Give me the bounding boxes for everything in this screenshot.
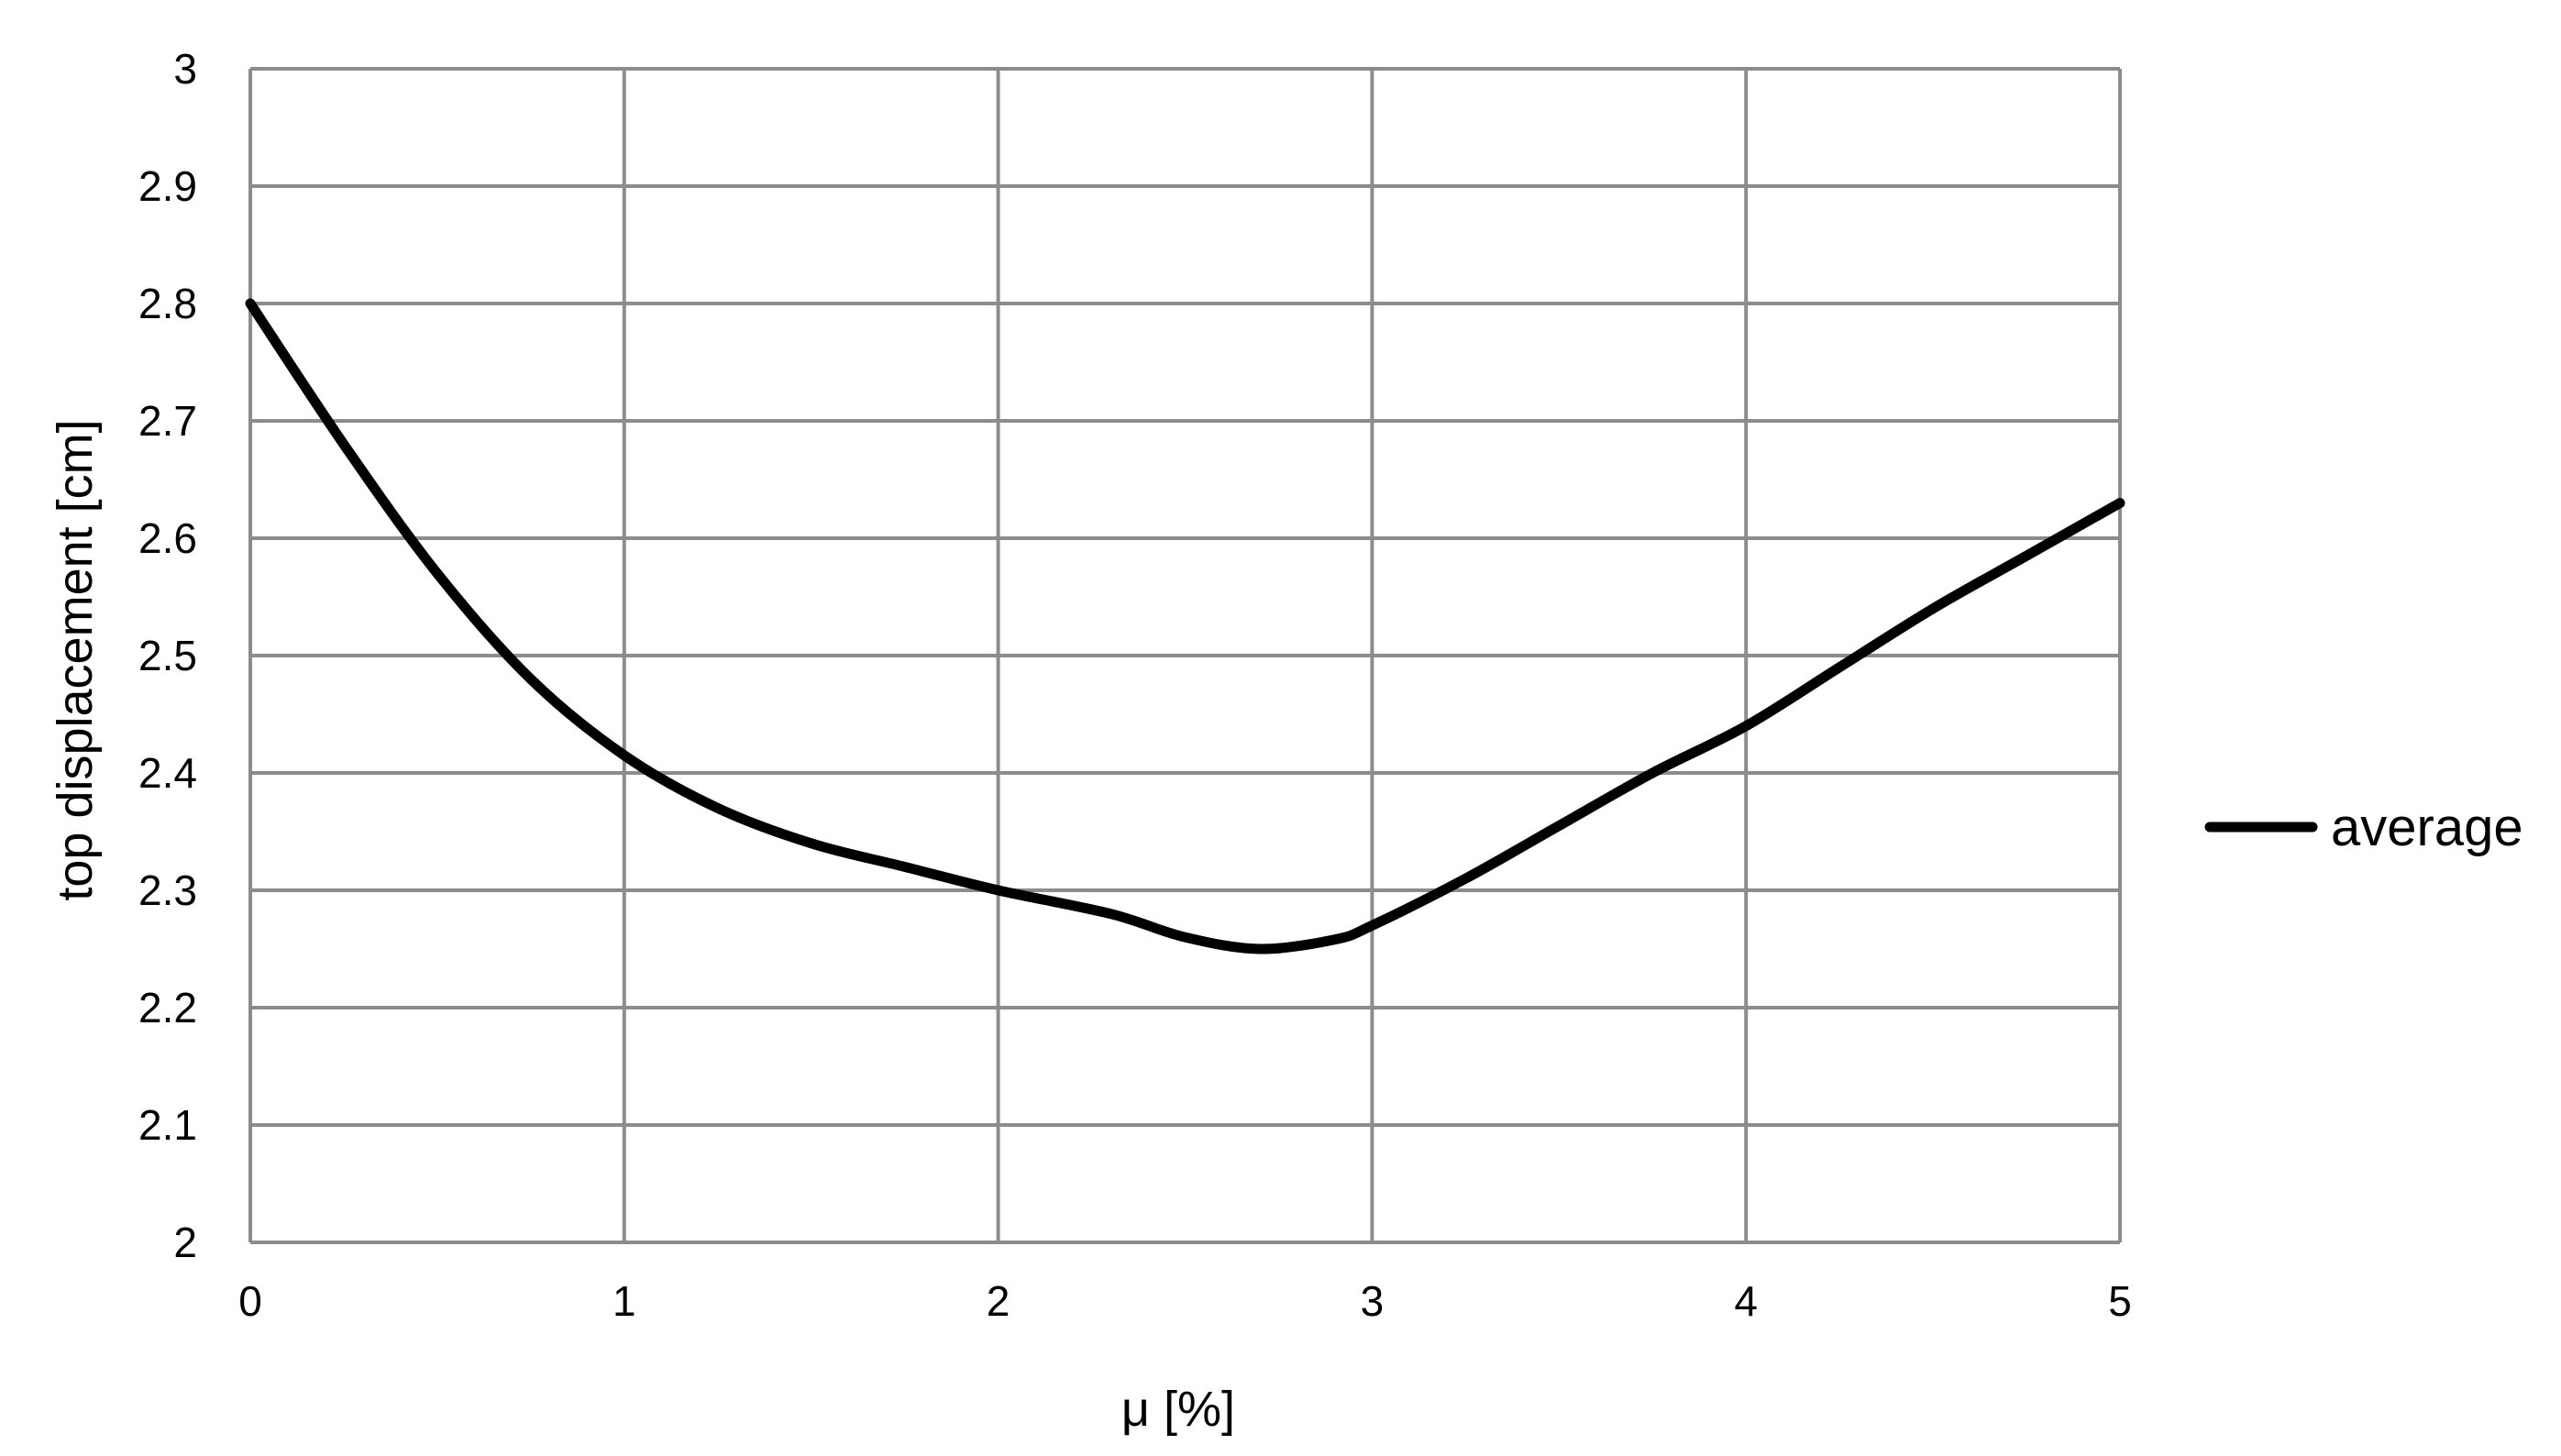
y-tick-label: 2.5 [138, 632, 197, 679]
y-tick-label: 2.7 [138, 397, 197, 445]
legend-label-average: average [2331, 798, 2523, 857]
horizontal-gridlines [250, 67, 2120, 1244]
y-tick-label: 2.9 [138, 162, 197, 210]
x-tick-label: 4 [1734, 1277, 1758, 1325]
x-axis-title: μ [%] [1121, 1382, 1235, 1437]
y-tick-label: 2.1 [138, 1101, 197, 1149]
x-tick-label: 1 [613, 1277, 636, 1325]
x-tick-label: 0 [238, 1277, 262, 1325]
series-line-average [245, 298, 2125, 954]
y-tick-label: 2.3 [138, 866, 197, 914]
y-axis-title: top displacement [cm] [48, 419, 103, 900]
y-tick-label: 2.6 [138, 514, 197, 562]
x-tick-label: 3 [1361, 1277, 1385, 1325]
x-tick-label: 5 [2108, 1277, 2132, 1325]
y-axis-tick-labels: 2 2.1 2.2 2.3 2.4 2.5 2.6 2.7 2.8 2.9 3 [138, 45, 197, 1266]
series-layer [245, 298, 2125, 954]
x-axis-tick-labels: 0 1 2 3 4 5 [238, 1277, 2132, 1325]
y-tick-label: 2.8 [138, 280, 197, 327]
y-tick-label: 3 [173, 45, 197, 93]
y-tick-label: 2.2 [138, 984, 197, 1031]
y-tick-label: 2.4 [138, 749, 197, 797]
x-tick-label: 2 [987, 1277, 1010, 1325]
legend: average [2204, 798, 2523, 857]
y-tick-label: 2 [173, 1219, 197, 1266]
